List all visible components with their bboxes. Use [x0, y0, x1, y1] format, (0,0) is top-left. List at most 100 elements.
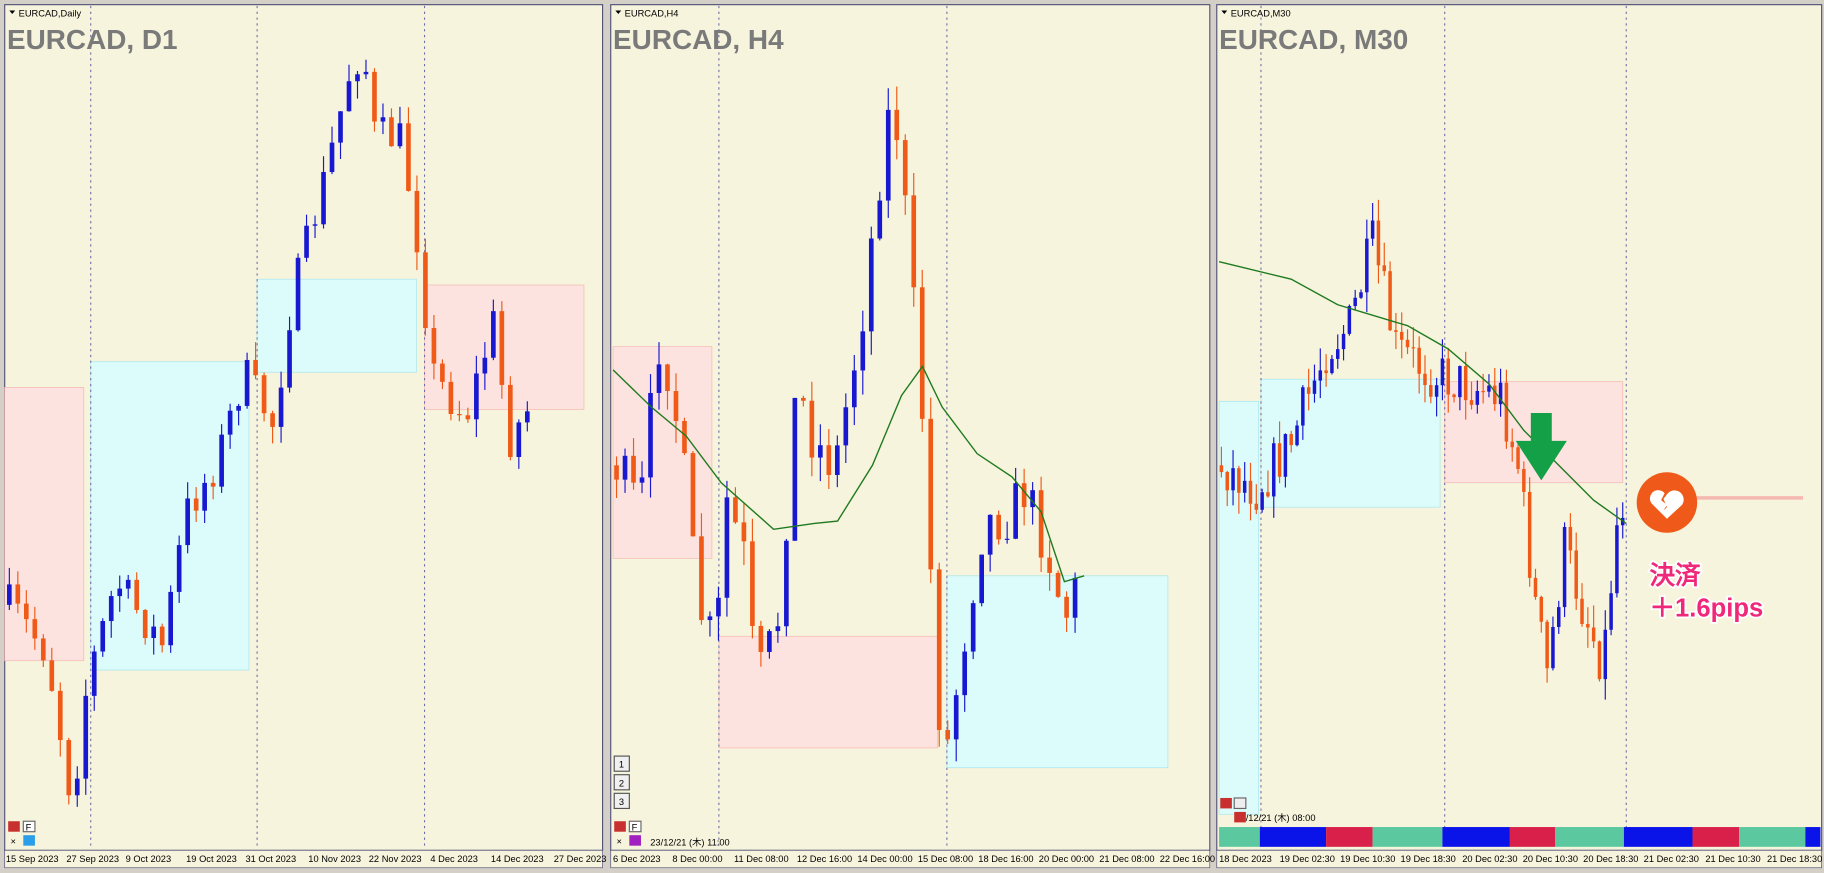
candle-body: [185, 498, 190, 546]
candle-body: [1260, 492, 1264, 510]
candle-body: [117, 588, 123, 597]
button[interactable]: [613, 792, 630, 810]
candle-body: [1411, 347, 1416, 349]
annotation-action: 決済: [1649, 560, 1701, 590]
candle-body: [1038, 490, 1044, 558]
date-label: 14 Dec 00:00: [857, 854, 912, 864]
button[interactable]: [1234, 811, 1246, 823]
session-bar: [1739, 827, 1806, 847]
candle-body: [1219, 465, 1224, 473]
date-label: 9 Oct 2023: [126, 854, 171, 864]
date-label: 20 Dec 02:30: [1462, 854, 1517, 864]
date-axis: [1216, 849, 1822, 869]
candle-body: [159, 626, 165, 646]
date-label: 6 Dec 2023: [613, 854, 661, 864]
candle-body: [1004, 538, 1010, 540]
candle-body: [936, 569, 942, 730]
candle-body: [244, 359, 250, 406]
candle-body: [482, 357, 488, 374]
chart-title: EURCAD, M30: [1219, 24, 1408, 55]
zone: [946, 575, 1169, 769]
candle-body: [639, 477, 645, 483]
date-label: 19 Dec 10:30: [1340, 854, 1395, 864]
toggle-button[interactable]: [23, 835, 35, 846]
candle-body: [724, 497, 730, 598]
button[interactable]: [613, 755, 630, 772]
zone: [1260, 378, 1441, 508]
candle-body: [631, 455, 636, 483]
annotation-result: ＋1.6pips: [1649, 595, 1763, 623]
candle-body: [1609, 593, 1613, 630]
candle-body: [465, 415, 471, 420]
candle-body: [329, 142, 335, 173]
candle-body: [707, 616, 713, 621]
candle-body: [1289, 434, 1293, 446]
session-bar: [1219, 827, 1260, 847]
button-label: 3: [619, 797, 624, 807]
candle-body: [1434, 385, 1439, 397]
candle-body: [1072, 577, 1078, 618]
session-bar: [1555, 827, 1624, 847]
candle-body: [32, 619, 38, 639]
candle-body: [1225, 472, 1229, 491]
button[interactable]: [1233, 797, 1247, 810]
candle-body: [355, 74, 360, 82]
toggle-button[interactable]: [629, 835, 641, 846]
candle-body: [1545, 621, 1549, 669]
button[interactable]: [22, 820, 36, 833]
candle-body: [380, 117, 386, 122]
x-button[interactable]: ×: [11, 837, 16, 847]
candle-body: [970, 603, 976, 652]
candle-body: [741, 522, 747, 542]
candle-body: [1353, 297, 1357, 307]
candle-body: [66, 740, 72, 796]
candle-body: [210, 482, 216, 487]
candle-body: [826, 445, 832, 475]
candle-body: [1562, 526, 1567, 608]
candle-body: [1318, 370, 1323, 381]
close-button[interactable]: [1220, 797, 1232, 809]
date-label: 18 Dec 2023: [1219, 854, 1272, 864]
candle-body: [1330, 358, 1334, 374]
candle-body: [868, 238, 874, 332]
candle-body: [1539, 596, 1544, 622]
entry-arrow: [1515, 412, 1567, 481]
candle-body: [1615, 525, 1619, 594]
chart-panel: EURCAD,M30 EURCAD, M30 18 Dec 2023 19 Dec 0…: [1216, 4, 1822, 869]
candle-body: [1055, 572, 1061, 597]
candle-body: [491, 311, 496, 358]
date-label: 14 Dec 2023: [491, 854, 544, 864]
date-label: 11 Dec 08:00: [734, 854, 789, 864]
candle-body: [1347, 306, 1352, 334]
session-bar: [1623, 827, 1693, 847]
date-label: 10 Nov 2023: [308, 854, 361, 864]
moving-average: [612, 365, 1085, 583]
candle-body: [690, 453, 696, 537]
menu-arrow: [9, 10, 16, 14]
candle-body: [134, 579, 140, 610]
session-bar: [1259, 827, 1327, 847]
zone: [1218, 400, 1259, 815]
date-label: 18 Dec 16:00: [978, 854, 1033, 864]
candle-body: [168, 591, 174, 646]
candle-body: [40, 638, 46, 661]
candle-body: [1064, 596, 1069, 618]
candle-body: [1446, 358, 1450, 395]
candle-body: [614, 465, 619, 480]
candle-body: [1452, 394, 1456, 398]
candle-body: [346, 81, 352, 112]
candle-body: [1248, 480, 1253, 504]
candle-body: [363, 71, 369, 75]
candle-body: [767, 631, 772, 652]
close-button[interactable]: [8, 821, 20, 832]
candle-body: [321, 172, 326, 225]
candle-body: [1469, 400, 1474, 405]
button[interactable]: [628, 820, 642, 833]
x-button[interactable]: ×: [617, 837, 622, 847]
candle-body: [945, 729, 951, 740]
button[interactable]: [613, 774, 630, 791]
close-button[interactable]: [614, 821, 626, 832]
candle-body: [1591, 627, 1596, 642]
button-label: F: [632, 823, 638, 833]
candle-body: [784, 540, 789, 627]
